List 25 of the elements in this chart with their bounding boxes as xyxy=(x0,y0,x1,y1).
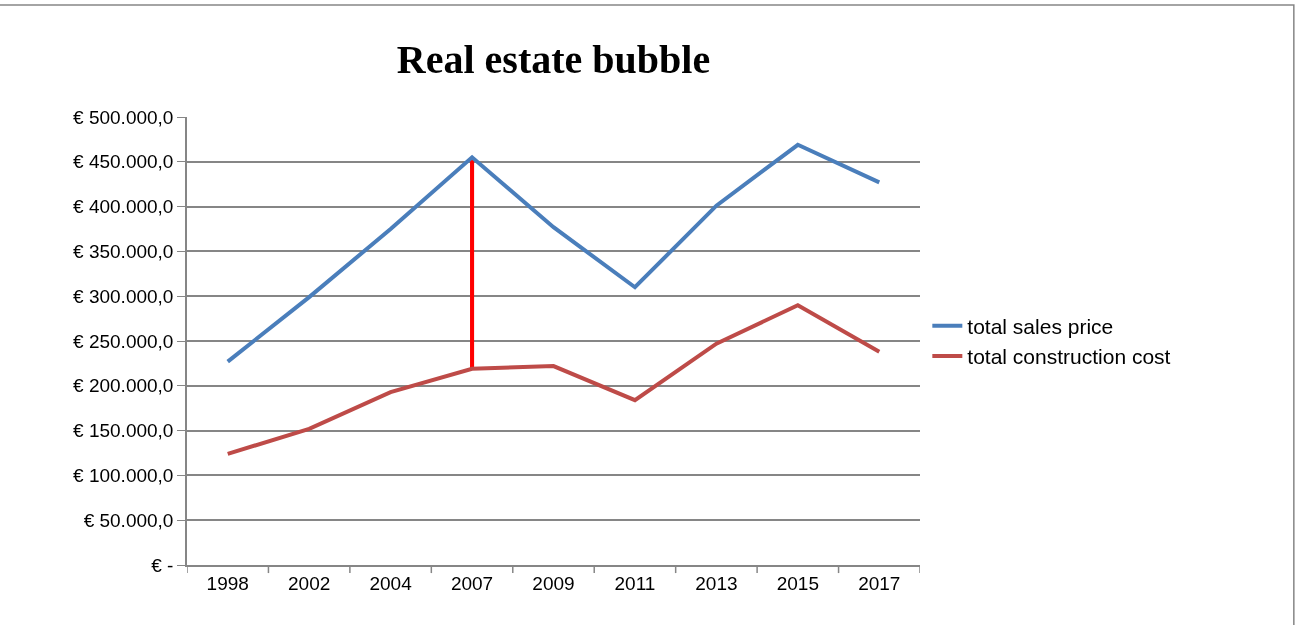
legend-label: total sales price xyxy=(967,314,1114,338)
y-tick-label: € - xyxy=(151,554,174,576)
y-tick-label: € 250.000,0 xyxy=(73,330,174,352)
y-tick-label: € 400.000,0 xyxy=(73,196,174,218)
line-series xyxy=(225,142,882,364)
x-tick-label: 2009 xyxy=(532,572,575,594)
line-series xyxy=(225,303,882,456)
x-tick-label: 2004 xyxy=(369,572,413,594)
legend-label: total construction cost xyxy=(967,345,1171,369)
x-tick-label: 2007 xyxy=(450,572,494,594)
y-tick-label: € 500.000,0 xyxy=(73,106,174,128)
x-tick-label: 2017 xyxy=(858,572,901,594)
y-tick-label: € 350.000,0 xyxy=(73,241,174,263)
y-tick-label: € 450.000,0 xyxy=(73,151,174,173)
y-tick-label: € 200.000,0 xyxy=(73,375,174,397)
y-tick-label: € 300.000,0 xyxy=(73,285,174,307)
chart-title: Real estate bubble xyxy=(396,37,711,83)
x-tick-label: 1998 xyxy=(206,572,249,594)
x-tick-label: 2002 xyxy=(288,572,331,594)
y-tick-label: € 150.000,0 xyxy=(73,420,174,442)
x-tick-label: 2015 xyxy=(776,572,819,594)
y-tick-label: € 100.000,0 xyxy=(73,465,174,487)
y-tick-label: € 50.000,0 xyxy=(83,509,174,531)
x-tick-label: 2013 xyxy=(695,572,738,594)
x-tick-label: 2011 xyxy=(614,572,656,594)
